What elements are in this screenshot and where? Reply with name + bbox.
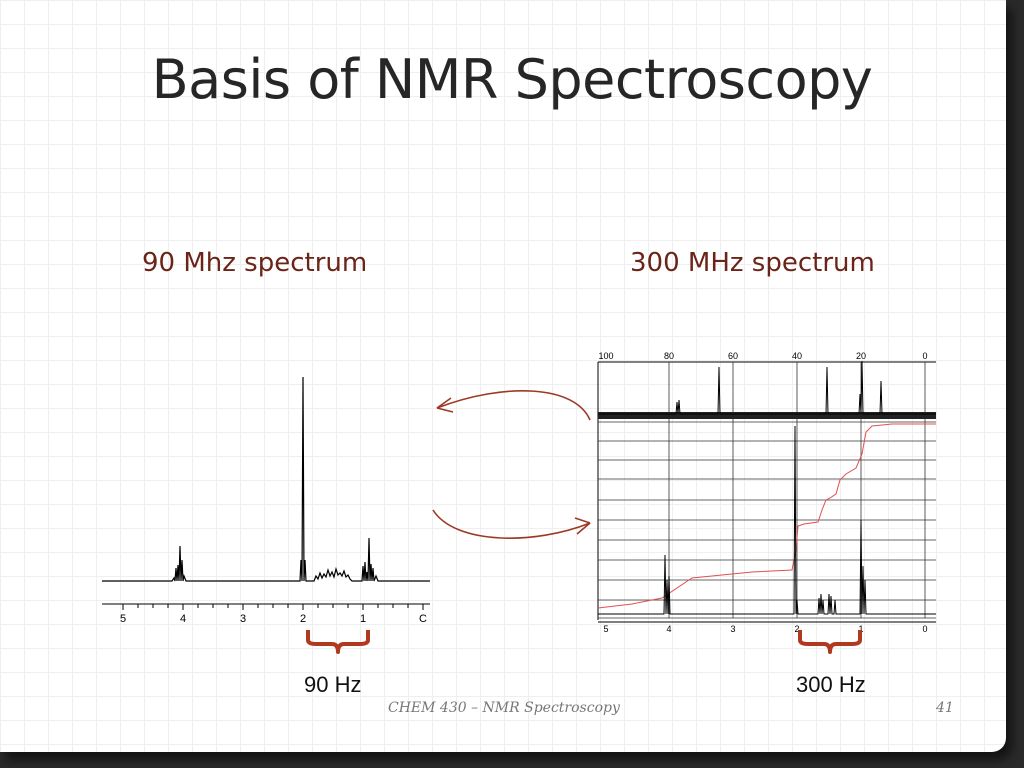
arrows [432, 389, 591, 539]
spectrum-300-integral [597, 423, 936, 609]
brace-90-icon [306, 630, 370, 654]
spectrum-300-bottom-tick-label: 3 [730, 624, 735, 634]
spectrum-300-top-tick-label: 40 [792, 351, 802, 361]
label-300-hz: 300 Hz [796, 672, 866, 697]
spectrum-90-tick-label: 3 [240, 613, 246, 625]
spectrum-90-tick-label: 5 [120, 613, 126, 625]
label-300-mhz: 300 MHz spectrum [630, 248, 875, 278]
brace-300-icon [798, 630, 862, 654]
arrowhead-right-icon [574, 517, 591, 535]
spectrum-90-tick-label: C [419, 613, 427, 625]
spectrum-90-tick-label: 1 [360, 613, 366, 625]
arrow-to-90-icon [436, 389, 591, 421]
spectrum-300-top-tick-label: 100 [598, 351, 613, 361]
spectrum-300-bottom-tick-label: 5 [603, 624, 608, 634]
spectrum-300-carbon-baseline [598, 412, 936, 419]
spectrum-300-bottom-tick-label: 4 [666, 624, 671, 634]
spectrum-300-top-tick-label: 60 [728, 351, 738, 361]
spectrum-90-tick-label: 4 [180, 613, 186, 625]
spectrum-300-carbon-trace [598, 360, 936, 415]
spectrum-300-top-tick-label: 80 [664, 351, 674, 361]
spectrum-300-bottom-tick-label: 2 [794, 624, 799, 634]
page-number: 41 [936, 700, 954, 716]
label-90-hz: 90 Hz [304, 672, 362, 697]
slide-footer: CHEM 430 – NMR Spectroscopy [388, 700, 620, 716]
spectrum-90-mhz: 5 4 3 2 1 C [102, 376, 430, 625]
spectrum-300-top-tick-label: 0 [922, 351, 927, 361]
spectrum-300-bottom-tick-label: 0 [922, 624, 927, 634]
arrow-to-300-icon [432, 509, 591, 539]
slide [0, 0, 1006, 752]
spectrum-300-mhz: 100 80 60 40 20 0 5 4 3 2 1 0 [597, 351, 936, 634]
spectrum-90-tick-label: 2 [300, 613, 306, 625]
label-90-mhz: 90 Mhz spectrum [142, 248, 368, 278]
spectrum-90-trace [102, 376, 430, 582]
slide-title: Basis of NMR Spectroscopy [151, 48, 873, 111]
spectrum-300-vgrid [668, 362, 926, 618]
spectrum-300-top-tick-label: 20 [856, 351, 866, 361]
spectrum-300-proton-trace [598, 425, 936, 615]
spectrum-300-hgrid [598, 421, 936, 619]
spectrum-300-bottom-tick-label: 1 [858, 624, 863, 634]
spectrum-90-ticks [122, 604, 424, 610]
arrowhead-left-icon [436, 397, 454, 413]
